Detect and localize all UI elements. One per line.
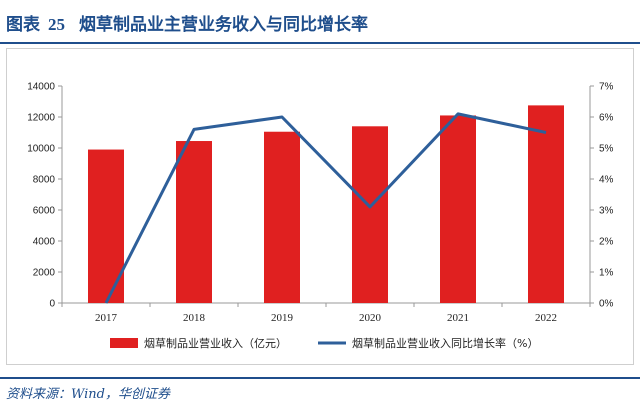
revenue-bar xyxy=(176,141,212,303)
right-tick-label: 1% xyxy=(599,268,614,279)
figure-number: 25 xyxy=(48,15,65,34)
growth-rate-line xyxy=(104,112,547,304)
left-tick-label: 4000 xyxy=(33,237,56,248)
x-tick-label: 2018 xyxy=(183,312,206,324)
x-tick-label: 2019 xyxy=(271,312,294,324)
left-tick-label: 12000 xyxy=(27,113,55,124)
left-tick-label: 6000 xyxy=(33,206,56,217)
right-tick-label: 4% xyxy=(599,175,614,186)
right-tick-label: 5% xyxy=(599,144,614,155)
revenue-bar xyxy=(352,126,388,303)
right-tick-label: 7% xyxy=(599,82,614,93)
legend-label-revenue: 烟草制品业营业收入（亿元） xyxy=(144,336,287,350)
legend-label-growth: 烟草制品业营业收入同比增长率（%） xyxy=(352,336,538,350)
left-tick-label: 0 xyxy=(49,299,55,310)
right-tick-label: 2% xyxy=(599,237,614,248)
revenue-bar xyxy=(264,131,300,303)
left-tick-label: 10000 xyxy=(27,144,55,155)
figure-title: 图表 25 烟草制品业主营业务收入与同比增长率 xyxy=(6,10,368,35)
legend-swatch-revenue xyxy=(110,338,138,348)
revenue-bar xyxy=(528,105,564,303)
source-note: 资料来源：Wind，华创证券 xyxy=(6,387,170,402)
footer-divider xyxy=(0,377,640,379)
figure-label: 图表 xyxy=(6,15,40,35)
revenue-bar xyxy=(440,115,476,303)
figure-header: 图表 25 烟草制品业主营业务收入与同比增长率 xyxy=(0,0,640,44)
left-tick-label: 8000 xyxy=(33,175,56,186)
right-tick-label: 0% xyxy=(599,299,614,310)
x-tick-label: 2021 xyxy=(447,312,469,324)
right-tick-label: 6% xyxy=(599,113,614,124)
x-tick-label: 2017 xyxy=(95,312,118,324)
right-tick-label: 3% xyxy=(599,206,614,217)
left-tick-label: 14000 xyxy=(27,82,55,93)
left-tick-label: 2000 xyxy=(33,268,56,279)
chart-title: 烟草制品业主营业务收入与同比增长率 xyxy=(79,15,368,35)
x-tick-label: 2020 xyxy=(359,312,382,324)
x-tick-label: 2022 xyxy=(535,312,557,324)
